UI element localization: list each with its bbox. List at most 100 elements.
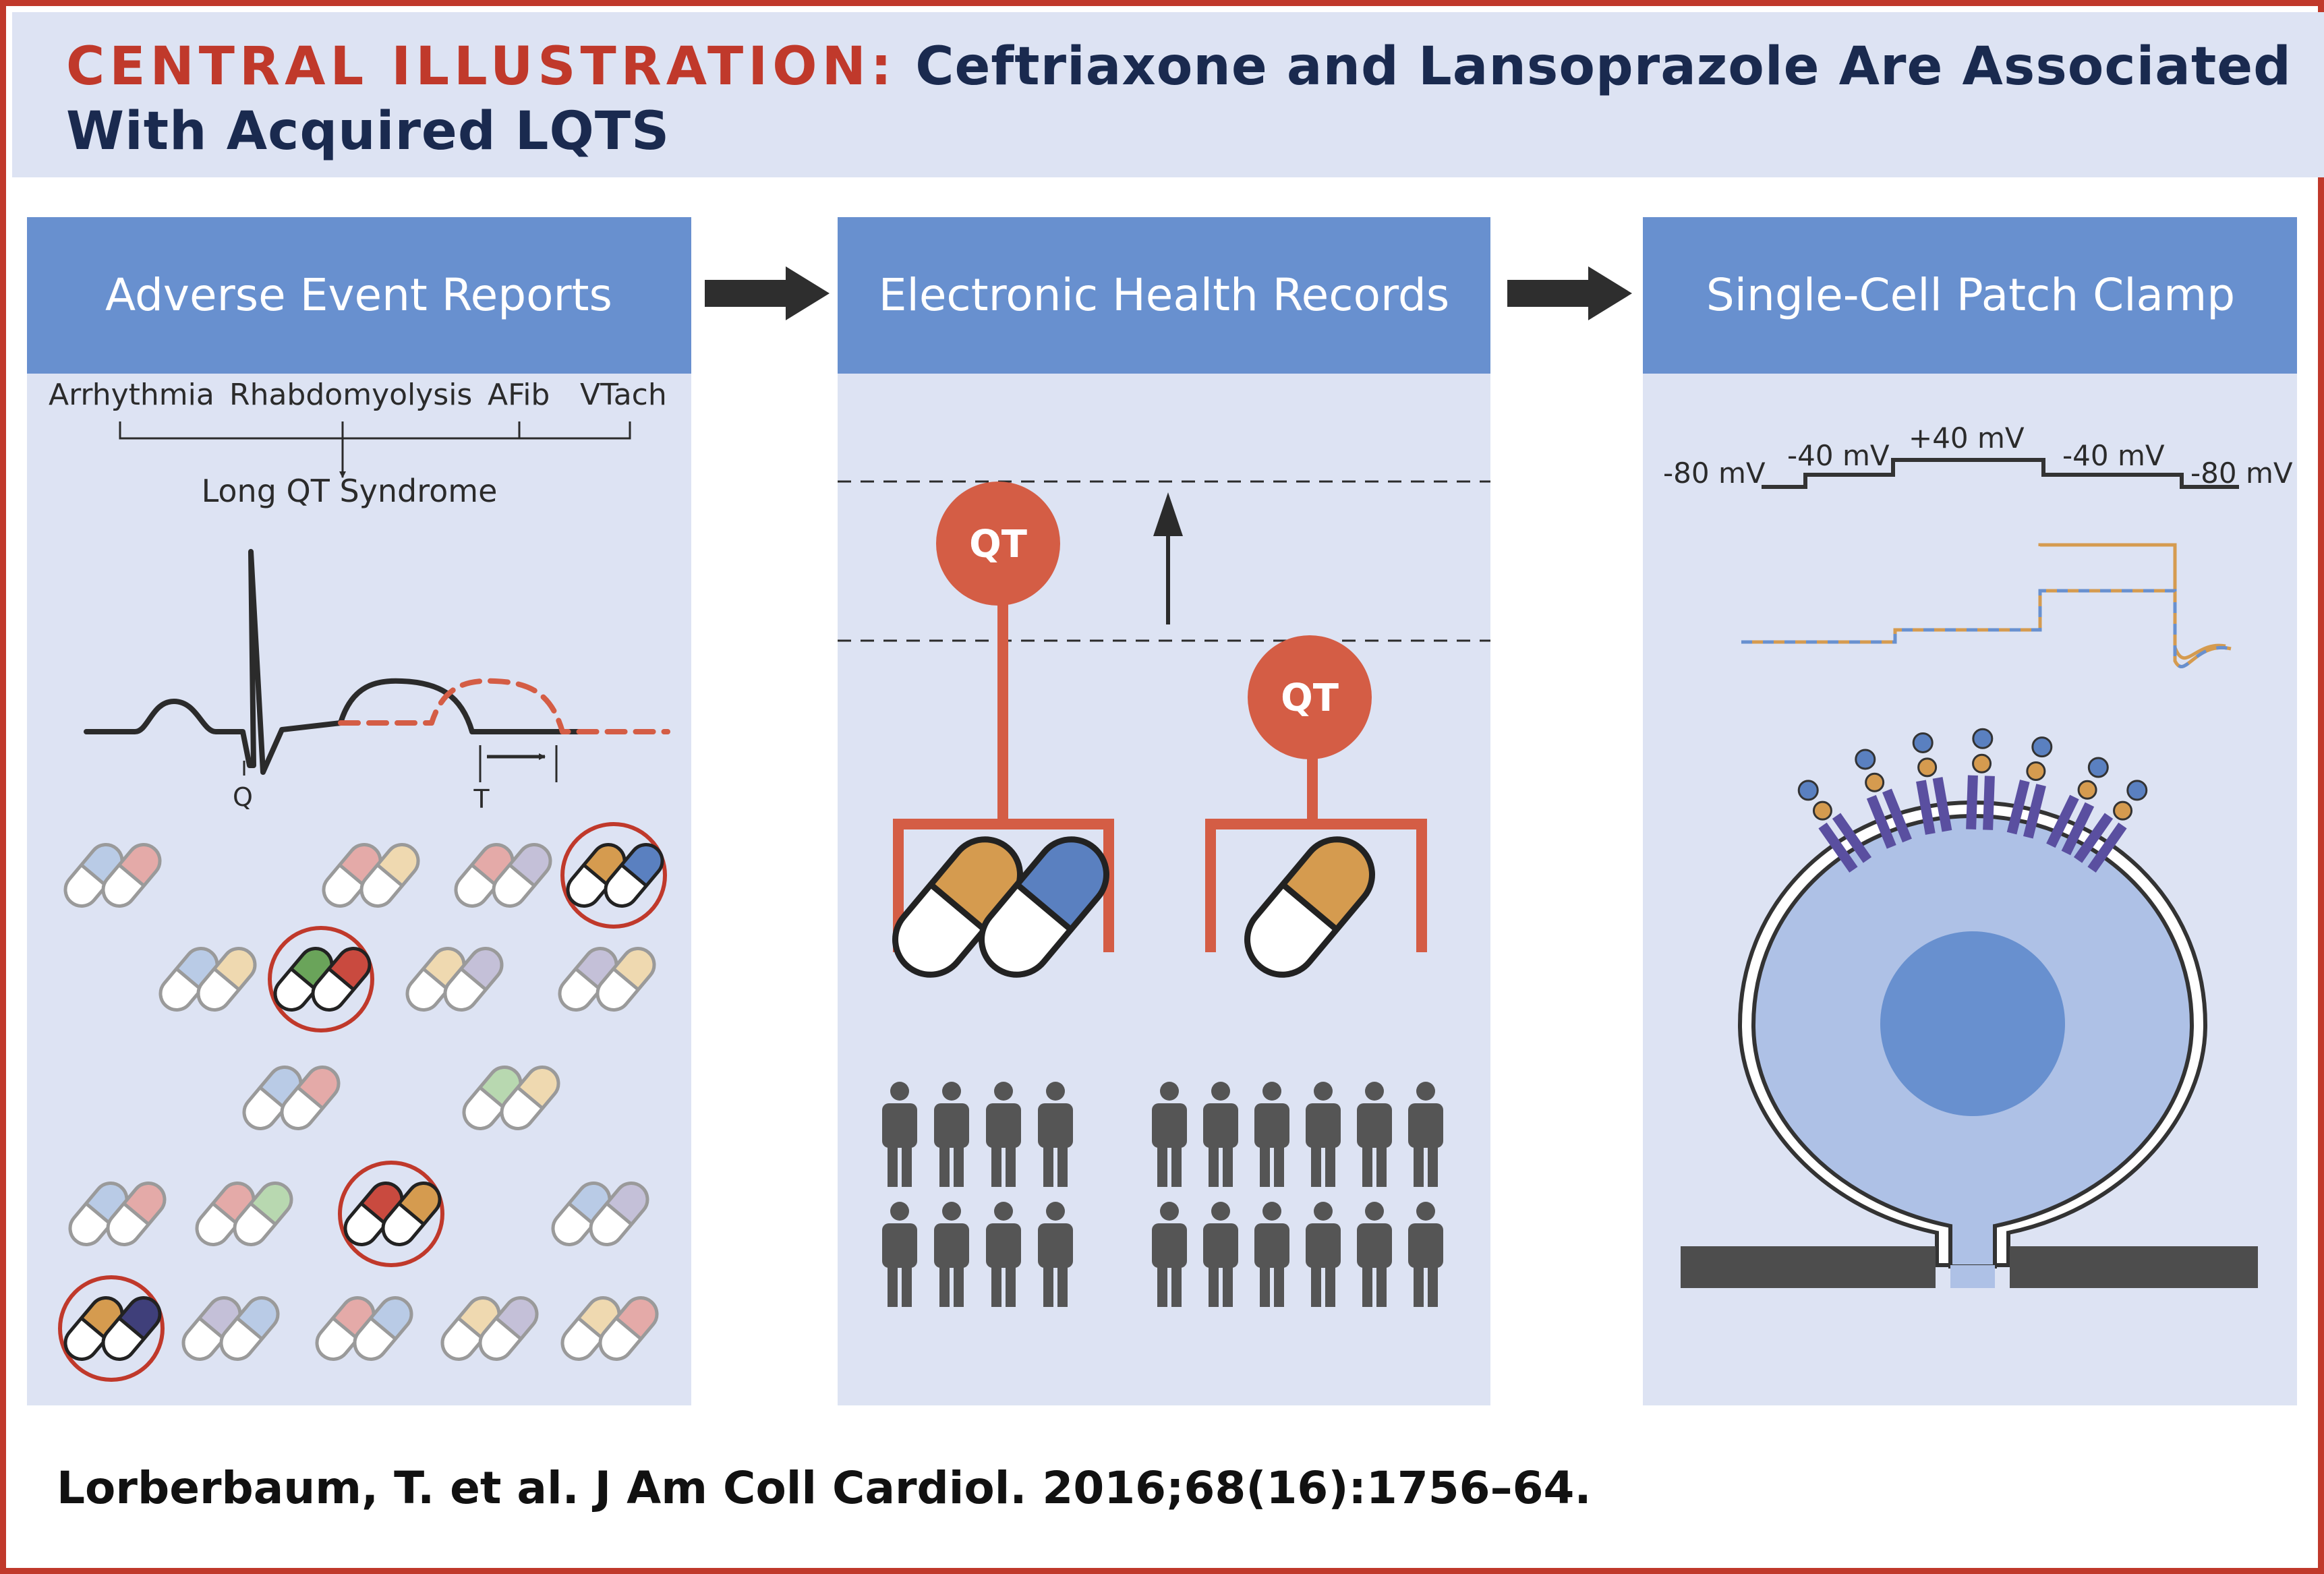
person-icon [1152, 1082, 1187, 1187]
panel-3-title: Single-Cell Patch Clamp [1706, 269, 2235, 321]
panel-2-title: Electronic Health Records [879, 269, 1449, 321]
pill-icon [443, 947, 504, 1012]
ion-channel [1966, 775, 1995, 830]
voltage-protocol [1762, 458, 2239, 489]
person-icon [934, 1082, 969, 1187]
pill-icon [280, 1066, 341, 1130]
voltage-label-1: -80 mV [1663, 457, 1766, 490]
panel-single-cell-patch-clamp: Single-Cell Patch Clamp -80 mV -40 mV +4… [1643, 217, 2297, 1405]
voltage-label-5: -80 mV [2190, 457, 2293, 490]
voltage-label-2: -40 mV [1787, 439, 1890, 472]
drug-pills [892, 836, 1375, 978]
pill-icon [196, 947, 257, 1012]
person-icon [1203, 1202, 1238, 1307]
ion-dot [1855, 749, 1876, 770]
ion-dot [2113, 800, 2133, 821]
title-line-2: With Acquired LQTS [66, 101, 670, 162]
header-band: CENTRAL ILLUSTRATION: Ceftriaxone and La… [12, 12, 2324, 177]
title-line-1: CENTRAL ILLUSTRATION: Ceftriaxone and La… [66, 36, 2292, 97]
label-long-qt: Long QT Syndrome [202, 473, 498, 509]
ion-channel [2073, 813, 2127, 873]
person-icon [1306, 1202, 1341, 1307]
pill-icon [106, 1182, 167, 1246]
ion-channel [2006, 780, 2046, 839]
highlight-ring [338, 1161, 444, 1267]
pill-icon [381, 1182, 442, 1246]
pill-icon [598, 1296, 659, 1361]
ion-dot [1912, 732, 1934, 753]
person-icon [986, 1082, 1021, 1187]
person-icon [1038, 1082, 1073, 1187]
pill-icon [589, 1182, 649, 1246]
label-t: T [473, 784, 490, 814]
label-afib: AFib [488, 378, 550, 412]
qt-node-combination [936, 482, 1060, 606]
current-traces [1741, 543, 2232, 668]
pill-icon [311, 947, 372, 1012]
pill-icon [478, 1296, 539, 1361]
person-icon [1306, 1082, 1341, 1187]
person-icon [1357, 1082, 1392, 1187]
increase-arrow [1153, 492, 1183, 624]
panel-1-title: Adverse Event Reports [105, 269, 612, 321]
ion-dot [2077, 780, 2097, 800]
ion-dot [2126, 780, 2148, 801]
person-icon [1408, 1082, 1443, 1187]
ion-dot [1812, 800, 1832, 821]
voltage-label-3: +40 mV [1909, 421, 2025, 455]
qt-tree-combination [893, 591, 1114, 952]
pill-icon [979, 836, 1109, 978]
person-icon [1038, 1202, 1073, 1307]
highlight-ring [58, 1275, 165, 1382]
pill-icon [405, 947, 466, 1012]
patient-groups [882, 1082, 1443, 1307]
label-rhabdomyolysis: Rhabdomyolysis [229, 378, 472, 412]
person-icon [1254, 1082, 1289, 1187]
person-icon [986, 1202, 1021, 1307]
pill-icon [492, 843, 552, 908]
citation: Lorberbaum, T. et al. J Am Coll Cardiol.… [57, 1462, 1592, 1514]
ion-channel [1916, 777, 1952, 835]
person-icon [1357, 1202, 1392, 1307]
title-lead: CENTRAL ILLUSTRATION: [66, 36, 897, 97]
highlight-ring [268, 926, 374, 1032]
person-icon [1254, 1202, 1289, 1307]
pill-icon [101, 1296, 162, 1361]
pill-icon [219, 1296, 280, 1361]
ion-dot [2031, 736, 2053, 758]
qt-label-single: QT [1281, 676, 1339, 720]
pill-icon [359, 843, 420, 908]
person-icon [882, 1202, 917, 1307]
ion-dot [1972, 728, 1994, 749]
person-icon [882, 1082, 917, 1187]
pipette-opening [1950, 1265, 1995, 1288]
ion-dot [1917, 757, 1938, 778]
ion-channels [1797, 728, 2148, 873]
person-icon [1408, 1202, 1443, 1307]
voltage-label-4: -40 mV [2062, 439, 2165, 472]
bracket [119, 421, 631, 478]
cell-nucleus [1880, 931, 2065, 1116]
cell [1737, 800, 2208, 1269]
pipette-right [2010, 1246, 2258, 1288]
qt-node-single [1248, 635, 1372, 759]
pill-icon [604, 843, 664, 908]
pill-field [58, 822, 667, 1382]
title-text-1: Ceftriaxone and Lansoprazole Are Associa… [915, 36, 2292, 97]
ecg-trace [84, 549, 670, 775]
ion-channel [1866, 788, 1912, 849]
label-vtach: VTach [580, 378, 667, 412]
person-icon [934, 1202, 969, 1307]
pill-icon [233, 1182, 293, 1246]
arrow-2-to-3 [1507, 266, 1632, 320]
person-icon [1203, 1082, 1238, 1187]
ion-dot [1972, 753, 1992, 774]
panel-electronic-health-records: Electronic Health Records QT QT [838, 217, 1490, 1405]
ion-channel [2046, 794, 2095, 856]
ion-dot [1797, 780, 1819, 801]
pill-icon [595, 947, 656, 1012]
ion-dot [2087, 757, 2109, 778]
pipette-left [1681, 1246, 1936, 1288]
label-q: Q [233, 782, 253, 812]
